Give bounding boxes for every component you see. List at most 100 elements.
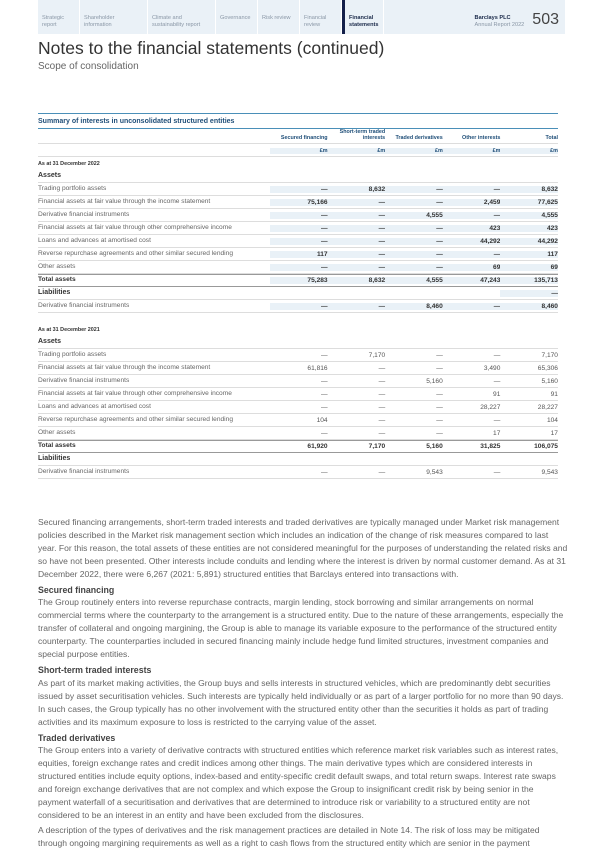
nav-tab[interactable]: Climate and sustainability report (148, 0, 216, 34)
table-row: Derivative financial instruments — — 5,160 —… (38, 375, 558, 388)
value-cell: — (378, 378, 386, 385)
unit-cell: £m (385, 148, 443, 154)
page-number: 503 (532, 11, 559, 28)
row-label: Other assets (38, 428, 76, 436)
value-cell: 44,292 (500, 238, 558, 245)
unit-cell: £m (270, 148, 328, 154)
value-cell: — (327, 303, 386, 310)
value-cell: 104 (316, 417, 328, 424)
nav-tab[interactable]: Risk review (258, 0, 300, 34)
nav-tab[interactable]: Financial statements (342, 0, 384, 34)
table-row: Trading portfolio assets — 7,170 — — 7,170 (38, 349, 558, 362)
value-cell: — (436, 430, 443, 437)
value-cell: 17 (550, 430, 558, 437)
brand: Barclays PLC Annual Report 2022 503 (475, 0, 565, 34)
table-row: Assets (38, 170, 558, 183)
value-cell: — (321, 430, 328, 437)
value-cell: — (436, 404, 443, 411)
value-cell: 91 (550, 391, 558, 398)
value-cell: 5,160 (426, 443, 443, 450)
table-row: Other assets — — —69 69 (38, 261, 558, 274)
column-header: Short-term traded interests (339, 129, 386, 141)
table-row: Other assets — — — 17 17 (38, 427, 558, 440)
section-heading: Traded derivatives (38, 732, 116, 743)
table-header-row: Secured financing Short-term traded inter… (38, 129, 558, 144)
nav-tab[interactable]: Financial review (300, 0, 342, 34)
row-label: Total assets (38, 441, 76, 449)
value-cell: 61,816 (307, 365, 328, 372)
row-label: Reverse repurchase agreements and other … (38, 415, 233, 423)
value-cell: — (385, 251, 443, 258)
unit-cell: £m (327, 148, 386, 154)
value-cell: 47,243 (442, 277, 501, 284)
value-cell: — (500, 290, 558, 297)
section-heading: Secured financing (38, 584, 115, 595)
column-header: Total (545, 135, 558, 141)
value-cell: 9,543 (426, 469, 443, 476)
table-row: Derivative financial instruments — —4,555—… (38, 209, 558, 222)
row-label: Other assets (38, 262, 76, 270)
value-cell: — (378, 391, 386, 398)
row-label: Financial assets at fair value through t… (38, 363, 211, 371)
value-cell: — (327, 238, 386, 245)
body-text: Secured financing arrangements, short-te… (38, 516, 568, 852)
table-caption: Summary of interests in unconsolidated s… (38, 114, 558, 129)
table-row: Trading portfolio assets —8,632— —8,632 (38, 183, 558, 196)
value-cell: — (442, 303, 501, 310)
value-cell: — (385, 264, 443, 271)
paragraph: Secured financing arrangements, short-te… (38, 517, 568, 579)
page-subtitle: Scope of consolidation (38, 61, 139, 72)
column-header: Other interests (462, 135, 501, 141)
value-cell: 7,170 (541, 352, 558, 359)
report-name: Annual Report 2022 (474, 22, 525, 28)
value-cell: 69 (442, 264, 501, 271)
unit-cell: £m (442, 148, 501, 154)
value-cell: 44,292 (442, 238, 501, 245)
value-cell: — (436, 352, 443, 359)
value-cell: 106,075 (534, 443, 558, 450)
row-label: Assets (38, 337, 61, 345)
value-cell: — (270, 212, 328, 219)
table-row: Loans and advances at amortised cost — — —4… (38, 235, 558, 248)
value-cell: 9,543 (541, 469, 558, 476)
value-cell: — (378, 365, 386, 372)
value-cell: 423 (442, 225, 501, 232)
value-cell: 3,490 (483, 365, 501, 372)
section-date: As at 31 December 2021 (38, 326, 100, 333)
table-row: Derivative financial instruments — — 9,543 —… (38, 466, 558, 479)
value-cell: — (270, 303, 328, 310)
value-cell: 2,459 (442, 199, 501, 206)
row-label: Derivative financial instruments (38, 376, 130, 384)
value-cell: 77,625 (500, 199, 558, 206)
unit-cell: £m (500, 148, 558, 154)
table-row: Derivative financial instruments — —8,460—… (38, 300, 558, 313)
value-cell: — (327, 199, 386, 206)
value-cell: — (321, 404, 328, 411)
value-cell: — (321, 352, 328, 359)
value-cell: 4,555 (385, 277, 443, 284)
value-cell: 75,283 (270, 277, 328, 284)
value-cell: — (385, 225, 443, 232)
paragraph: The Group enters into a variety of deriv… (38, 745, 559, 820)
row-label: Loans and advances at amortised cost (38, 236, 151, 244)
value-cell: 4,555 (385, 212, 443, 219)
value-cell: — (442, 251, 501, 258)
row-label: Derivative financial instruments (38, 210, 130, 218)
value-cell: 69 (500, 264, 558, 271)
row-label: Financial assets at fair value through t… (38, 197, 211, 205)
section-heading: Short-term traded interests (38, 664, 152, 675)
row-label: Financial assets at fair value through o… (38, 389, 232, 397)
nav-tab[interactable]: Strategic report (38, 0, 80, 34)
nav-tab[interactable]: Shareholder information (80, 0, 148, 34)
value-cell: 135,713 (500, 277, 558, 284)
nav-tab[interactable]: Governance (216, 0, 258, 34)
section-date-row: As at 31 December 2021 (38, 323, 558, 336)
value-cell: — (493, 378, 501, 385)
value-cell: — (327, 212, 386, 219)
value-cell: — (378, 430, 386, 437)
table-row: Liabilities — (38, 287, 558, 300)
value-cell: — (442, 186, 501, 193)
value-cell: — (270, 238, 328, 245)
value-cell: 5,160 (541, 378, 558, 385)
value-cell: 91 (493, 391, 501, 398)
